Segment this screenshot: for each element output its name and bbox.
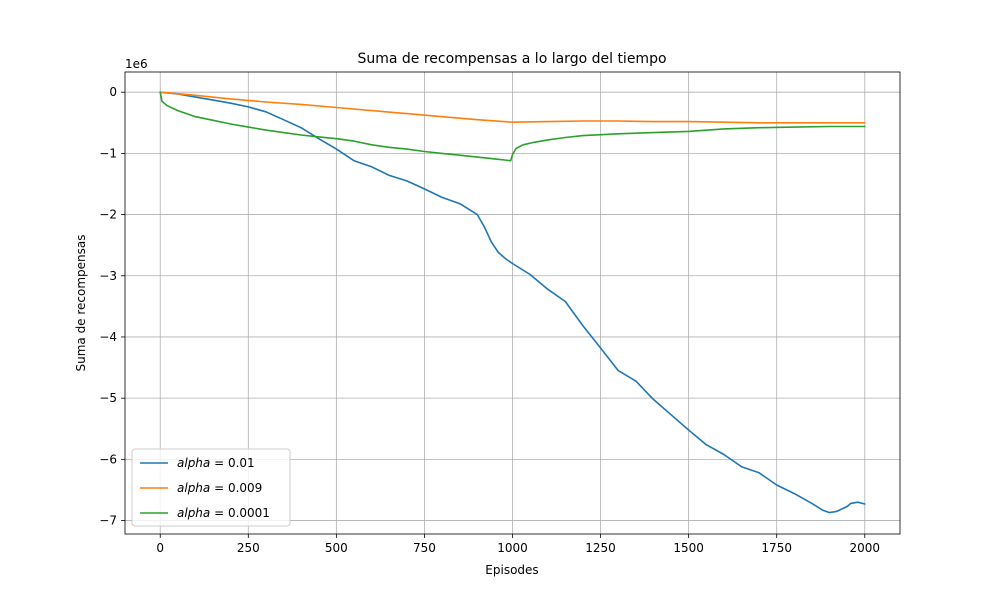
series-line — [159, 91, 866, 162]
legend-entry: alpha = 0.009 — [177, 481, 262, 495]
x-tick-label: 500 — [325, 541, 348, 555]
y-tick-label: −7 — [99, 514, 117, 528]
x-tick-label: 1250 — [585, 541, 616, 555]
chart-title: Suma de recompensas a lo largo del tiemp… — [357, 51, 666, 67]
x-tick-label: 250 — [237, 541, 260, 555]
y-offset-label: 1e6 — [125, 57, 148, 71]
y-tick-label: 0 — [109, 85, 117, 99]
y-tick-label: −5 — [99, 391, 117, 405]
x-tick-label: 750 — [413, 541, 436, 555]
y-tick-label: −4 — [99, 330, 117, 344]
x-axis: 0 250 500 750 1000 1250 1500 1750 2000 — [156, 534, 880, 555]
legend: alpha = 0.01 alpha = 0.009 alpha = 0.0001 — [131, 448, 291, 527]
y-tick-label: −3 — [99, 269, 117, 283]
series-line — [159, 91, 866, 514]
legend-entry: alpha = 0.01 — [177, 456, 255, 470]
x-tick-label: 1500 — [673, 541, 704, 555]
x-tick-label: 1000 — [497, 541, 528, 555]
x-tick-label: 2000 — [849, 541, 880, 555]
y-axis-label: Suma de recompensas — [74, 234, 88, 371]
y-tick-label: −2 — [99, 208, 117, 222]
x-tick-label: 1750 — [761, 541, 792, 555]
y-tick-label: −1 — [99, 146, 117, 160]
legend-box — [131, 448, 291, 527]
y-tick-label: −6 — [99, 452, 117, 466]
series-line — [159, 91, 866, 124]
legend-entry: alpha = 0.0001 — [177, 506, 270, 520]
y-axis: 0 −1 −2 −3 −4 −5 −6 −7 — [99, 85, 125, 528]
x-tick-label: 0 — [156, 541, 164, 555]
x-axis-label: Episodes — [485, 563, 538, 577]
series-group — [159, 91, 866, 514]
